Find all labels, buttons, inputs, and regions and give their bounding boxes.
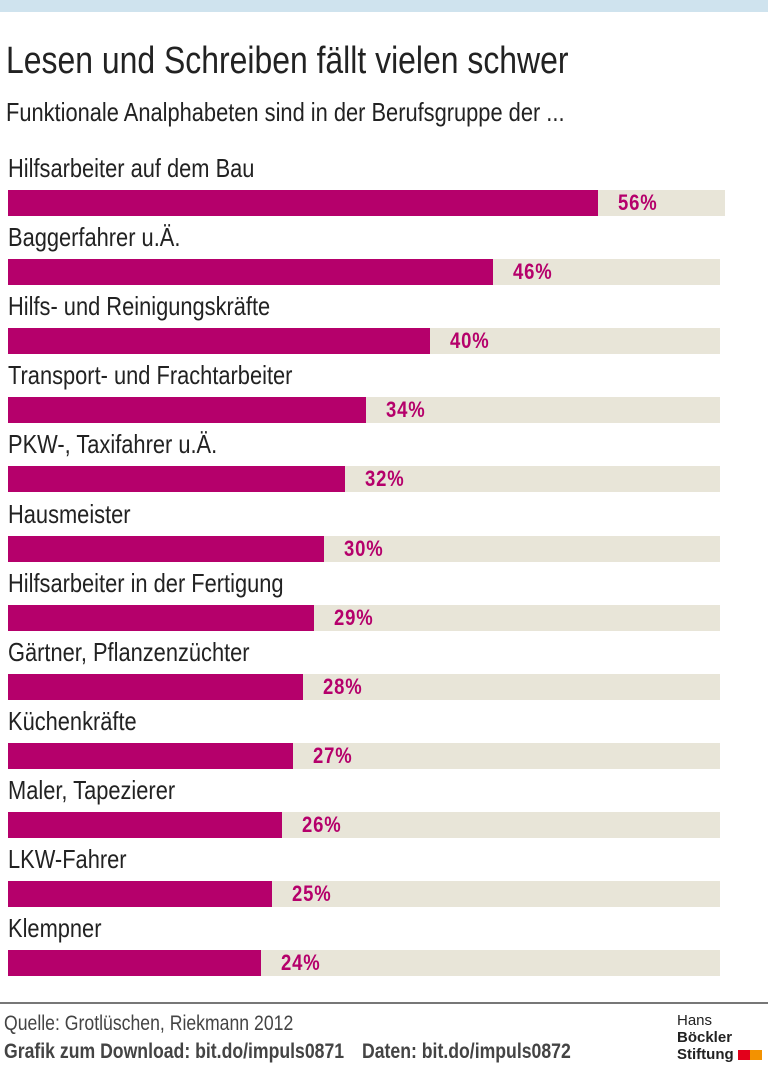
category-label-text: LKW-Fahrer [8,844,127,874]
category-label-text: Transport- und Frachtarbeiter [8,360,293,390]
source-note: Quelle: Grotlüschen, Riekmann 2012 [4,1012,348,1036]
bar [8,397,367,423]
category-label: Klempner [8,913,119,944]
category-label: Hilfsarbeiter auf dem Bau [8,153,301,184]
value-label: 46% [513,259,560,285]
value-label: 56% [618,190,665,216]
chart-subtitle: Funktionale Analphabeten sind in der Ber… [6,97,671,128]
value-label-text: 28% [323,674,363,699]
value-label: 34% [386,397,433,423]
value-label-text: 29% [333,605,374,630]
category-label-text: Hilfsarbeiter auf dem Bau [8,153,255,183]
bar [8,743,293,769]
category-label: Gärtner, Pflanzenzüchter [8,637,296,668]
value-label: 27% [313,743,360,769]
value-label-text: 25% [291,881,332,906]
category-label: Transport- und Frachtarbeiter [8,360,347,391]
logo-text-stiftung: Stiftung [677,1046,734,1063]
bar-chart: Hilfsarbeiter auf dem Bau 56% Baggerfahrer… [8,153,725,976]
footer-divider [0,1002,768,1004]
data-link[interactable]: Daten: bit.do/impuls0872 [362,1040,611,1064]
category-label: Maler, Tapezierer [8,775,207,806]
hans-boeckler-logo: Hans Böckler Stiftung [677,1012,768,1063]
bar [8,259,493,285]
bar [8,674,304,700]
category-label: Hausmeister [8,499,154,530]
category-label: Baggerfahrer u.Ä. [8,222,213,253]
category-label: Hilfs- und Reinigungskräfte [8,291,320,322]
value-label: 40% [450,328,497,354]
value-label: 25% [292,881,339,907]
value-label: 24% [281,950,328,976]
chart-title: Lesen und Schreiben fällt vielen schwer [6,40,676,83]
value-label-text: 27% [312,743,353,768]
bar [8,190,599,216]
value-label-text: 56% [618,190,658,215]
source-text: Quelle: Grotlüschen, Riekmann 2012 [4,1012,294,1035]
category-label: Küchenkräfte [8,706,161,737]
category-label-text: Hilfs- und Reinigungskräfte [8,291,271,321]
download-text[interactable]: Grafik zum Download: bit.do/impuls0871 [4,1040,345,1063]
category-label: PKW-, Taxifahrer u.Ä. [8,429,257,460]
value-label-text: 34% [386,397,426,422]
category-label-text: Maler, Tapezierer [8,775,176,805]
chart-subtitle-text: Funktionale Analphabeten sind in der Ber… [6,97,565,127]
top-band [0,0,768,12]
data-link-text[interactable]: Daten: bit.do/impuls0872 [362,1040,571,1063]
value-label: 29% [334,605,381,631]
logo-red-square-icon [737,1050,750,1061]
category-label-text: Hausmeister [8,499,131,529]
bar [8,466,346,492]
chart-title-text: Lesen und Schreiben fällt vielen schwer [6,40,569,82]
download-link[interactable]: Grafik zum Download: bit.do/impuls0871 [4,1040,409,1064]
category-label: LKW-Fahrer [8,844,149,875]
category-label-text: Hilfsarbeiter in der Fertigung [8,568,284,598]
value-label: 26% [302,812,349,838]
value-label-text: 46% [512,259,553,284]
category-label: Hilfsarbeiter in der Fertigung [8,568,336,599]
category-label-text: Klempner [8,913,102,943]
bar [8,605,314,631]
bar [8,950,261,976]
value-label-text: 30% [344,536,384,561]
bar [8,812,283,838]
category-label-text: Gärtner, Pflanzenzüchter [8,637,250,667]
bar [8,536,325,562]
value-label: 28% [323,674,370,700]
value-label: 32% [365,466,412,492]
value-label: 30% [344,536,391,562]
value-label-text: 40% [449,328,490,353]
category-label-text: Baggerfahrer u.Ä. [8,222,181,252]
value-label-text: 26% [302,812,342,837]
value-label-text: 24% [280,950,321,975]
category-label-text: PKW-, Taxifahrer u.Ä. [8,429,218,459]
bar [8,881,272,907]
category-label-text: Küchenkräfte [8,706,137,736]
value-label-text: 32% [365,466,405,491]
logo-orange-square-icon [749,1050,762,1061]
bar [8,328,430,354]
logo-text-hans: Hans [677,1012,713,1029]
logo-text-boeckler: Böckler [677,1029,733,1046]
